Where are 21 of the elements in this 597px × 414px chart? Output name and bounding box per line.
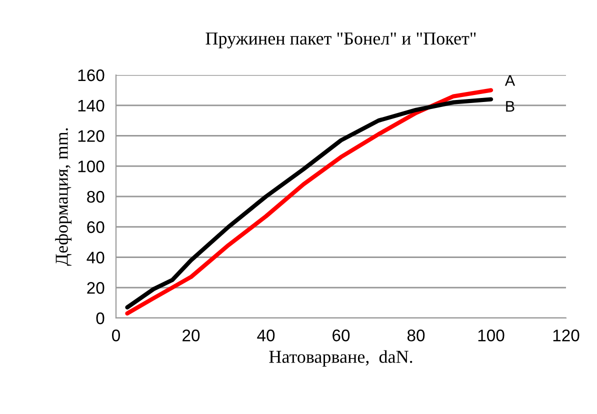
y-tick-label: 0: [96, 312, 104, 324]
y-tick-label: 20: [87, 282, 104, 294]
x-tick-label: 0: [112, 330, 120, 342]
y-tick-label: 60: [87, 221, 104, 234]
y-tick-label: 160: [78, 69, 104, 82]
y-tick-label: 40: [86, 252, 104, 264]
y-tick-label: 80: [87, 190, 104, 203]
x-tick-label: 120: [553, 330, 580, 342]
y-tick-label: 100: [78, 160, 104, 172]
x-tick-label: 40: [257, 330, 275, 342]
x-tick-label: 60: [332, 330, 350, 342]
x-tick-label: 20: [182, 330, 200, 342]
x-axis-title: Натоварване, daN.: [269, 350, 412, 367]
x-tick-label: 100: [478, 330, 504, 342]
y-tick-label: 120: [78, 130, 104, 142]
y-axis-title: Деформация, mm.: [55, 128, 72, 266]
y-tick-label: 140: [78, 100, 104, 112]
chart-title: Пружинен пакет "Бонел" и "Покет": [206, 32, 476, 48]
series-label: B: [506, 101, 514, 112]
series-label: A: [504, 75, 516, 86]
x-tick-label: 80: [407, 330, 425, 342]
